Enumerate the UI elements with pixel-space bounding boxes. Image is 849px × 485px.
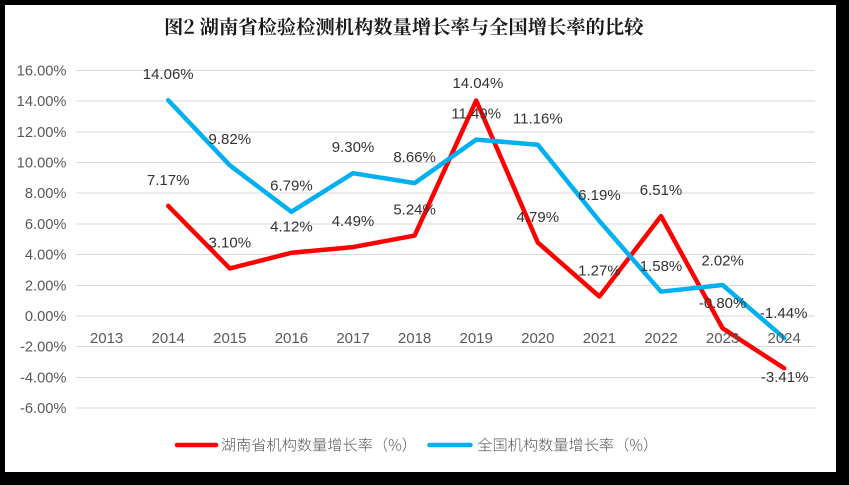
svg-text:-0.80%: -0.80% [699, 295, 747, 312]
svg-text:6.19%: 6.19% [578, 187, 621, 204]
svg-text:2019: 2019 [460, 330, 493, 347]
svg-text:2023: 2023 [706, 330, 739, 347]
svg-text:10.00%: 10.00% [17, 156, 67, 172]
svg-text:2024: 2024 [768, 330, 801, 347]
svg-text:4.49%: 4.49% [332, 213, 375, 230]
svg-text:14.04%: 14.04% [452, 75, 503, 92]
svg-text:-4.00%: -4.00% [20, 370, 67, 386]
svg-text:2016: 2016 [275, 330, 308, 347]
svg-text:12.00%: 12.00% [17, 125, 67, 141]
svg-text:0.00%: 0.00% [25, 309, 67, 325]
svg-text:9.82%: 9.82% [209, 131, 252, 148]
svg-text:2015: 2015 [213, 330, 246, 347]
svg-text:2018: 2018 [398, 330, 431, 347]
svg-text:14.06%: 14.06% [143, 66, 194, 83]
svg-text:-2.00%: -2.00% [20, 340, 67, 356]
svg-text:11.16%: 11.16% [513, 111, 563, 128]
svg-text:2021: 2021 [583, 330, 616, 347]
svg-text:2014: 2014 [152, 330, 185, 347]
svg-text:2020: 2020 [521, 330, 554, 347]
svg-text:2022: 2022 [644, 330, 677, 347]
svg-text:8.00%: 8.00% [25, 186, 67, 202]
svg-text:14.00%: 14.00% [17, 94, 67, 110]
svg-text:6.51%: 6.51% [640, 182, 683, 199]
svg-text:1.58%: 1.58% [640, 258, 683, 275]
svg-text:7.17%: 7.17% [147, 172, 190, 189]
svg-text:8.66%: 8.66% [393, 149, 436, 166]
svg-text:-6.00%: -6.00% [20, 401, 67, 417]
svg-text:3.10%: 3.10% [209, 234, 252, 251]
svg-text:2017: 2017 [336, 330, 369, 347]
svg-text:11.49%: 11.49% [451, 106, 501, 123]
svg-text:5.24%: 5.24% [393, 202, 436, 219]
svg-text:4.00%: 4.00% [25, 248, 67, 264]
svg-text:6.00%: 6.00% [25, 217, 67, 233]
svg-text:9.30%: 9.30% [332, 139, 375, 156]
svg-text:2.00%: 2.00% [25, 278, 67, 294]
svg-text:4.79%: 4.79% [517, 209, 560, 226]
svg-text:-3.41%: -3.41% [761, 369, 809, 386]
svg-text:16.00%: 16.00% [17, 63, 67, 79]
svg-text:4.12%: 4.12% [270, 219, 313, 236]
svg-text:2013: 2013 [90, 330, 123, 347]
svg-text:-1.44%: -1.44% [760, 305, 808, 322]
svg-text:1.27%: 1.27% [578, 262, 621, 279]
svg-text:6.79%: 6.79% [270, 178, 313, 195]
svg-text:2.02%: 2.02% [701, 252, 744, 269]
